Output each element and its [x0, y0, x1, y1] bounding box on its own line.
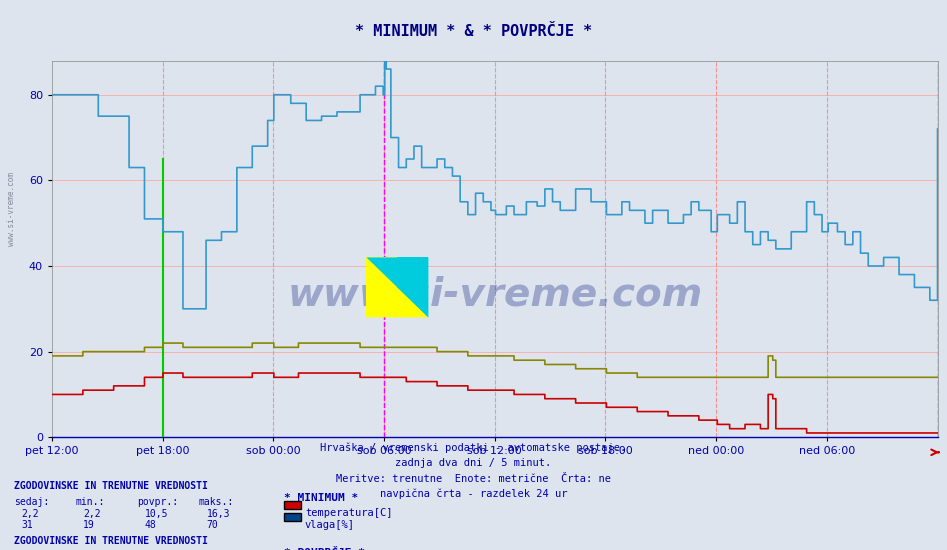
Bar — [398, 257, 428, 317]
Bar — [366, 257, 398, 317]
Text: maks.:: maks.: — [199, 497, 234, 507]
Text: 10,5: 10,5 — [145, 509, 169, 519]
Text: vlaga[%]: vlaga[%] — [305, 520, 355, 530]
Text: 48: 48 — [145, 520, 156, 530]
Text: 70: 70 — [206, 520, 218, 530]
Text: 31: 31 — [22, 520, 33, 530]
Text: temperatura[C]: temperatura[C] — [305, 508, 392, 518]
Text: Meritve: trenutne  Enote: metrične  Črta: ne: Meritve: trenutne Enote: metrične Črta: … — [336, 474, 611, 483]
Text: 19: 19 — [83, 520, 95, 530]
Text: www.si-vreme.com: www.si-vreme.com — [287, 275, 703, 313]
Text: sedaj:: sedaj: — [14, 497, 49, 507]
Text: Hrvaška / vremenski podatki - avtomatske postaje.: Hrvaška / vremenski podatki - avtomatske… — [320, 443, 627, 453]
Polygon shape — [366, 257, 428, 317]
Text: 2,2: 2,2 — [22, 509, 40, 519]
Text: * POVPRČJE *: * POVPRČJE * — [284, 548, 366, 550]
Text: www.si-vreme.com: www.si-vreme.com — [7, 172, 16, 246]
Text: 16,3: 16,3 — [206, 509, 230, 519]
Text: 2,2: 2,2 — [83, 509, 101, 519]
Text: * MINIMUM *: * MINIMUM * — [284, 493, 358, 503]
Polygon shape — [366, 257, 428, 317]
Text: min.:: min.: — [76, 497, 105, 507]
Text: povpr.:: povpr.: — [137, 497, 178, 507]
Text: navpična črta - razdelek 24 ur: navpična črta - razdelek 24 ur — [380, 489, 567, 499]
Text: ZGODOVINSKE IN TRENUTNE VREDNOSTI: ZGODOVINSKE IN TRENUTNE VREDNOSTI — [14, 481, 208, 491]
Text: * MINIMUM * & * POVPRČJE *: * MINIMUM * & * POVPRČJE * — [355, 24, 592, 38]
Text: zadnja dva dni / 5 minut.: zadnja dva dni / 5 minut. — [396, 458, 551, 468]
Text: ZGODOVINSKE IN TRENUTNE VREDNOSTI: ZGODOVINSKE IN TRENUTNE VREDNOSTI — [14, 536, 208, 546]
